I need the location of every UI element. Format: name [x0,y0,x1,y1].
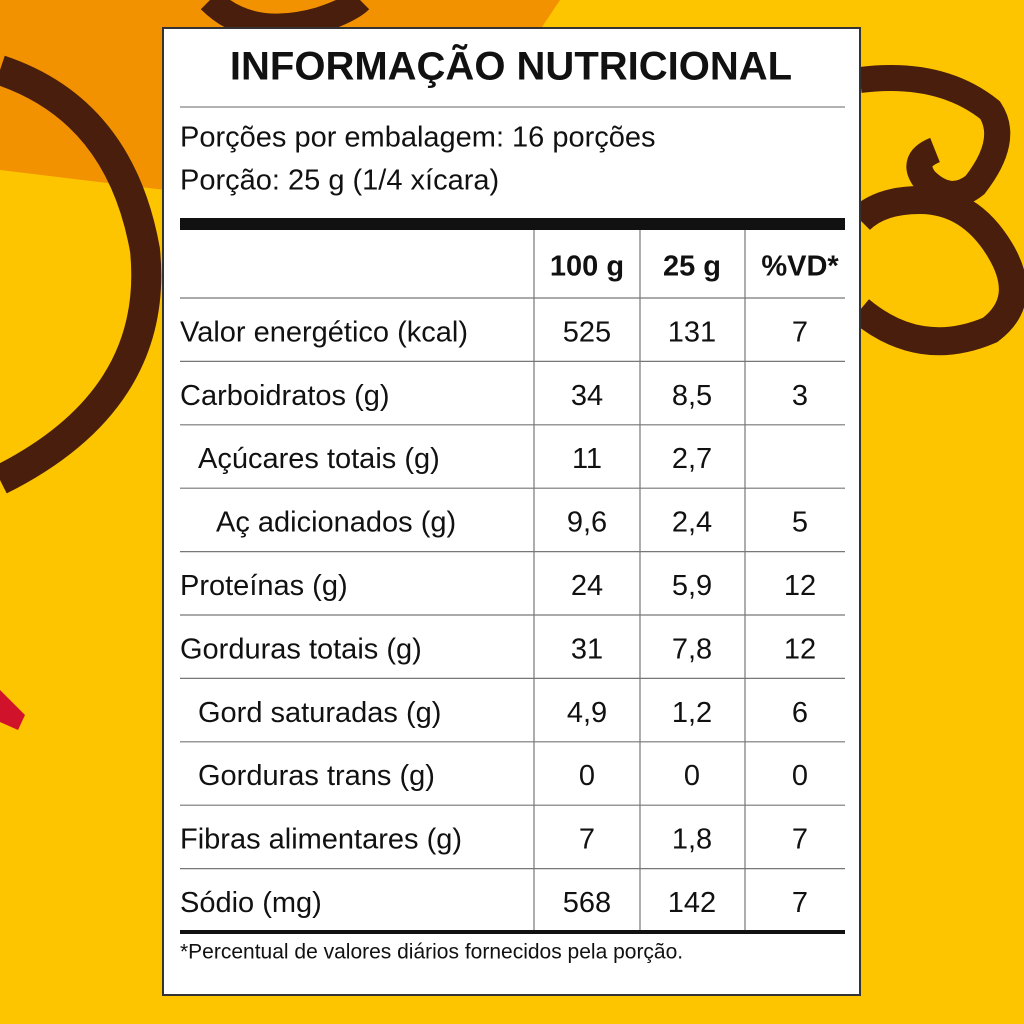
nutrient-name: Açúcares totais (g) [198,443,440,475]
nutrient-value: 3 [792,380,808,412]
nutrient-name: Gorduras totais (g) [180,633,422,665]
nutrient-value: 6 [792,697,808,729]
nutrient-value: 11 [572,443,602,475]
nutrient-name: Sódio (mg) [180,887,322,919]
label-box [162,27,861,996]
nutrient-value: 5,9 [672,570,712,602]
nutrient-value: 8,5 [672,380,712,412]
nutrient-value: 0 [579,760,595,792]
nutrient-value: 1,8 [672,824,712,856]
nutrient-value: 7 [579,824,595,856]
nutrient-name: Valor energético (kcal) [180,316,468,348]
nutrient-value: 24 [571,570,603,602]
column-header: 25 g [663,251,721,283]
nutrient-value: 12 [784,570,816,602]
footnote: *Percentual de valores diários fornecido… [180,941,683,964]
decor-swirl [850,185,1024,356]
nutrient-value: 0 [684,760,700,792]
nutrient-value: 1,2 [672,697,712,729]
thick-bar [180,930,845,934]
nutrient-name: Proteínas (g) [180,570,348,602]
decor-swirl [200,0,370,40]
nutrient-name: Carboidratos (g) [180,380,390,412]
nutrient-name: Fibras alimentares (g) [180,824,462,856]
nutrient-value: 31 [571,633,603,665]
column-header: %VD* [761,251,839,283]
nutrient-name: Gord saturadas (g) [198,697,441,729]
nutrient-value: 12 [784,633,816,665]
nutrient-value: 5 [792,507,808,539]
nutrient-value: 0 [792,760,808,792]
nutrient-value: 7,8 [672,633,712,665]
decor-red [0,690,25,730]
nutrient-value: 7 [792,316,808,348]
thick-bar [180,218,845,230]
column-header: 100 g [550,251,624,283]
nutrient-value: 568 [563,887,611,919]
nutrient-name: Gorduras trans (g) [198,760,435,792]
label-title: INFORMAÇÃO NUTRICIONAL [230,43,792,89]
nutrient-value: 9,6 [567,507,607,539]
decor-swirl [0,55,162,494]
serving-size: Porção: 25 g (1/4 xícara) [180,165,499,197]
decor-swirl [858,65,1011,207]
servings-per-package: Porções por embalagem: 16 porções [180,122,656,154]
nutrient-value: 131 [668,316,716,348]
nutrient-value: 34 [571,380,603,412]
nutrient-value: 4,9 [567,697,607,729]
nutrient-name: Aç adicionados (g) [216,507,456,539]
nutrient-value: 7 [792,824,808,856]
nutrient-value: 142 [668,887,716,919]
nutrient-value: 2,4 [672,507,712,539]
nutrient-value: 525 [563,316,611,348]
nutrient-value: 2,7 [672,443,712,475]
nutrient-value: 7 [792,887,808,919]
